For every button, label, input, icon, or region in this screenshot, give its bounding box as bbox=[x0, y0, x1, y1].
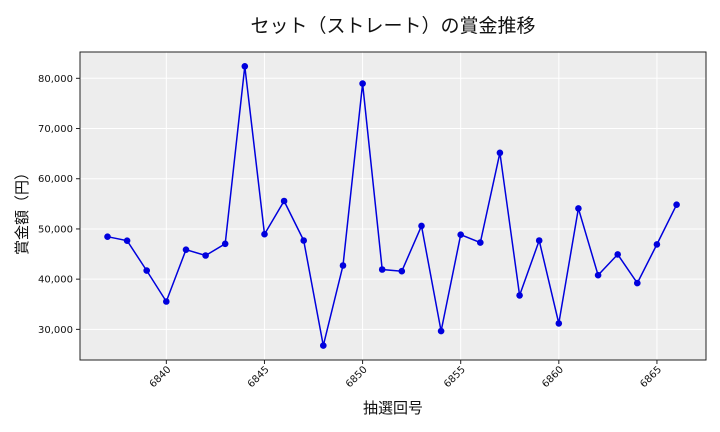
y-tick-label: 70,000 bbox=[38, 124, 73, 135]
y-tick-label: 30,000 bbox=[38, 325, 73, 336]
data-point bbox=[143, 267, 150, 274]
data-point bbox=[104, 233, 111, 240]
data-point bbox=[123, 237, 131, 244]
data-point bbox=[241, 63, 249, 70]
plot-frame bbox=[79, 51, 707, 361]
data-point bbox=[477, 239, 484, 246]
x-tick-label: 6860 bbox=[540, 364, 566, 390]
data-point bbox=[182, 246, 190, 253]
y-tick-label: 50,000 bbox=[38, 224, 73, 235]
data-point bbox=[594, 271, 602, 279]
data-point bbox=[221, 240, 229, 248]
data-point bbox=[575, 205, 582, 212]
x-tick-label: 6840 bbox=[148, 364, 174, 390]
data-point bbox=[359, 80, 366, 87]
data-point bbox=[418, 222, 425, 230]
data-point bbox=[378, 266, 386, 273]
y-axis-ticks: 30,000 40,000 50,000 60,000 70,000 80,000 bbox=[38, 74, 80, 336]
data-series bbox=[104, 63, 680, 349]
data-point bbox=[320, 342, 327, 349]
series-line bbox=[107, 66, 678, 346]
x-tick-label: 6850 bbox=[344, 364, 370, 390]
data-point bbox=[163, 298, 170, 305]
data-point bbox=[555, 320, 563, 327]
y-tick-label: 40,000 bbox=[38, 275, 73, 286]
x-axis-label: 抽選回号 bbox=[363, 399, 423, 417]
x-tick-label: 6855 bbox=[442, 364, 468, 390]
x-tick-label: 6845 bbox=[246, 364, 272, 390]
chart-title: セット（ストレート）の賞金推移 bbox=[250, 15, 535, 37]
data-point bbox=[516, 292, 523, 299]
x-tick-label: 6865 bbox=[638, 364, 664, 390]
data-point bbox=[261, 230, 268, 238]
data-point bbox=[280, 197, 288, 205]
data-point bbox=[496, 149, 504, 157]
data-point bbox=[339, 262, 347, 269]
data-point bbox=[535, 237, 543, 244]
plot-area bbox=[80, 52, 706, 360]
data-point bbox=[437, 327, 445, 335]
y-axis-label: 賞金額（円） bbox=[13, 165, 31, 255]
data-point bbox=[457, 231, 465, 238]
data-point bbox=[653, 241, 661, 248]
grid-lines bbox=[80, 52, 706, 360]
x-axis-ticks: 6840 6845 6850 6855 6860 6865 bbox=[148, 360, 664, 390]
data-point bbox=[673, 201, 680, 208]
data-point bbox=[634, 279, 641, 287]
y-tick-label: 60,000 bbox=[38, 174, 73, 185]
data-point bbox=[398, 267, 406, 275]
data-point bbox=[202, 252, 209, 259]
data-point bbox=[614, 251, 621, 258]
y-tick-label: 80,000 bbox=[38, 74, 73, 85]
data-point bbox=[300, 237, 308, 244]
